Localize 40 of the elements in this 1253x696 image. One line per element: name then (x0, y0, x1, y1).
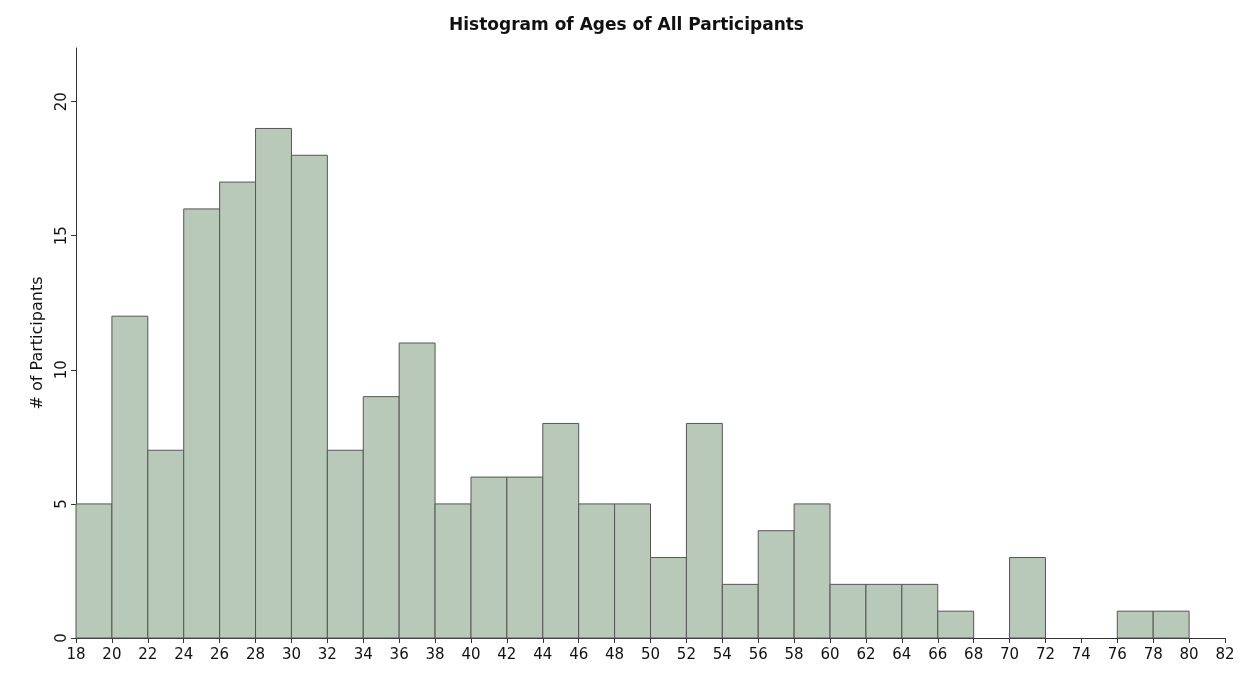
chart-title: Histogram of Ages of All Participants (449, 13, 804, 34)
x-tick-label: 78 (1143, 644, 1163, 663)
x-tick-label: 34 (353, 644, 373, 663)
x-tick-label: 80 (1179, 644, 1199, 663)
x-tick-label: 82 (1215, 644, 1235, 663)
x-tick-label: 20 (102, 644, 122, 663)
x-tick-label: 32 (317, 644, 337, 663)
x-tick-label: 40 (461, 644, 481, 663)
y-tick-label: 0 (51, 633, 70, 643)
y-axis-title: # of Participants (26, 276, 46, 410)
y-tick-label: 20 (51, 92, 70, 112)
x-tick-label: 56 (748, 644, 768, 663)
x-tick-label: 60 (820, 644, 840, 663)
x-tick-label: 26 (210, 644, 230, 663)
x-tick-label: 54 (712, 644, 732, 663)
x-tick-label: 24 (174, 644, 194, 663)
x-tick-label: 36 (389, 644, 409, 663)
x-tick-label: 22 (138, 644, 158, 663)
x-tick-label: 64 (892, 644, 912, 663)
x-tick-label: 44 (533, 644, 553, 663)
x-tick-label: 50 (640, 644, 661, 663)
x-tick-label: 58 (784, 644, 804, 663)
x-tick-label: 74 (1071, 644, 1091, 663)
x-tick-label: 42 (497, 644, 517, 663)
x-tick-label: 52 (676, 644, 696, 663)
y-tick-label: 5 (51, 499, 70, 509)
x-tick-label: 70 (1000, 644, 1020, 663)
x-tick-label: 66 (928, 644, 948, 663)
x-tick-label: 46 (569, 644, 589, 663)
y-tick-label: 15 (51, 226, 70, 246)
x-tick-label: 76 (1107, 644, 1127, 663)
y-tick-label: 10 (51, 360, 70, 380)
x-tick-label: 48 (605, 644, 625, 663)
x-tick-label: 38 (425, 644, 445, 663)
x-tick-label: 30 (281, 644, 301, 663)
x-tick-label: 62 (856, 644, 876, 663)
x-tick-label: 68 (964, 644, 984, 663)
x-tick-label: 28 (245, 644, 266, 663)
x-tick-label: 72 (1035, 644, 1056, 663)
x-tick-label: 18 (66, 644, 86, 663)
